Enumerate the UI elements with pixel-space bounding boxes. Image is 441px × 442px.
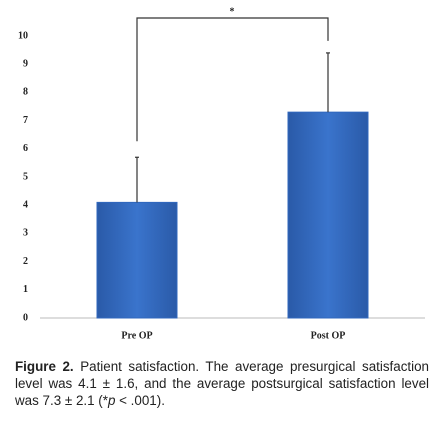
y-tick-label: 1: [23, 284, 28, 295]
caption: Figure 2. Patient satisfaction. The aver…: [15, 358, 429, 409]
y-tick-label: 2: [23, 256, 28, 267]
caption-end: < .001).: [115, 393, 165, 408]
y-tick-label: 10: [18, 30, 28, 41]
y-tick-label: 7: [23, 115, 28, 126]
caption-text: Patient satisfaction. The average presur…: [15, 359, 429, 408]
y-tick-label: 5: [23, 171, 28, 182]
x-tick-label: Post OP: [311, 330, 346, 341]
caption-italic: p: [107, 393, 116, 408]
significance-star: *: [230, 6, 235, 17]
x-tick-label: Pre OP: [121, 330, 152, 341]
y-tick-label: 4: [23, 199, 28, 210]
significance-bracket: [136, 17, 329, 142]
y-tick-label: 9: [23, 58, 28, 69]
y-tick-label: 3: [23, 228, 28, 239]
y-tick-label: 0: [23, 312, 28, 323]
caption-label: Figure 2.: [15, 359, 74, 374]
bar: [96, 201, 178, 319]
y-tick-label: 8: [23, 87, 28, 98]
bar: [287, 111, 369, 319]
chart: * 0 1 2 3 4 5 6 7 8 9 10 Pre OP Post OP: [18, 6, 425, 341]
y-tick-label: 6: [23, 143, 28, 154]
